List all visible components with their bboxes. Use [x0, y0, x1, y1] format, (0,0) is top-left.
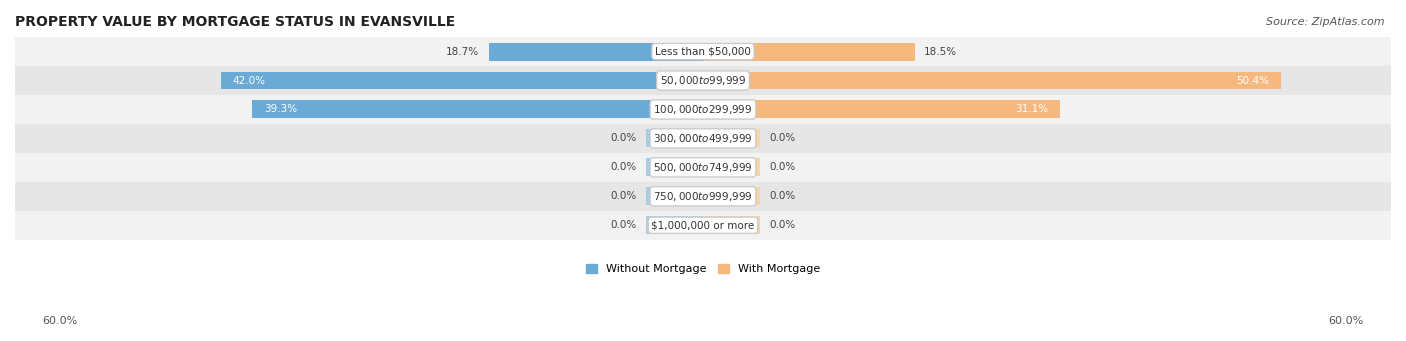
Text: 18.7%: 18.7%: [446, 47, 479, 57]
Text: 0.0%: 0.0%: [769, 133, 796, 144]
Text: $100,000 to $299,999: $100,000 to $299,999: [654, 103, 752, 116]
Text: 50.4%: 50.4%: [1236, 75, 1270, 86]
Text: 0.0%: 0.0%: [610, 191, 637, 201]
Text: 0.0%: 0.0%: [769, 162, 796, 172]
Bar: [15, 37, 1391, 66]
Bar: [703, 187, 761, 205]
Bar: [221, 72, 703, 89]
Legend: Without Mortgage, With Mortgage: Without Mortgage, With Mortgage: [582, 260, 824, 279]
Text: Source: ZipAtlas.com: Source: ZipAtlas.com: [1267, 17, 1385, 27]
Text: 60.0%: 60.0%: [1329, 315, 1364, 326]
Text: $500,000 to $749,999: $500,000 to $749,999: [654, 161, 752, 174]
Bar: [703, 158, 761, 176]
Bar: [645, 187, 703, 205]
Text: 0.0%: 0.0%: [769, 220, 796, 230]
Text: 0.0%: 0.0%: [610, 162, 637, 172]
Bar: [703, 101, 1060, 118]
Text: 39.3%: 39.3%: [264, 104, 297, 115]
Bar: [15, 124, 1391, 153]
Text: 42.0%: 42.0%: [233, 75, 266, 86]
Bar: [488, 43, 703, 61]
Text: $300,000 to $499,999: $300,000 to $499,999: [654, 132, 752, 145]
Bar: [645, 216, 703, 234]
Bar: [703, 130, 761, 147]
Text: PROPERTY VALUE BY MORTGAGE STATUS IN EVANSVILLE: PROPERTY VALUE BY MORTGAGE STATUS IN EVA…: [15, 15, 456, 29]
Text: 0.0%: 0.0%: [610, 133, 637, 144]
Bar: [15, 153, 1391, 182]
Text: 0.0%: 0.0%: [610, 220, 637, 230]
Bar: [15, 66, 1391, 95]
Bar: [645, 130, 703, 147]
Bar: [703, 43, 915, 61]
Bar: [15, 95, 1391, 124]
Bar: [15, 211, 1391, 240]
Text: 60.0%: 60.0%: [42, 315, 77, 326]
Text: 31.1%: 31.1%: [1015, 104, 1047, 115]
Bar: [703, 72, 1281, 89]
Text: 18.5%: 18.5%: [924, 47, 957, 57]
Bar: [645, 158, 703, 176]
Bar: [703, 216, 761, 234]
Text: Less than $50,000: Less than $50,000: [655, 47, 751, 57]
Bar: [15, 182, 1391, 211]
Text: $750,000 to $999,999: $750,000 to $999,999: [654, 190, 752, 203]
Bar: [252, 101, 703, 118]
Text: $50,000 to $99,999: $50,000 to $99,999: [659, 74, 747, 87]
Text: 0.0%: 0.0%: [769, 191, 796, 201]
Text: $1,000,000 or more: $1,000,000 or more: [651, 220, 755, 230]
